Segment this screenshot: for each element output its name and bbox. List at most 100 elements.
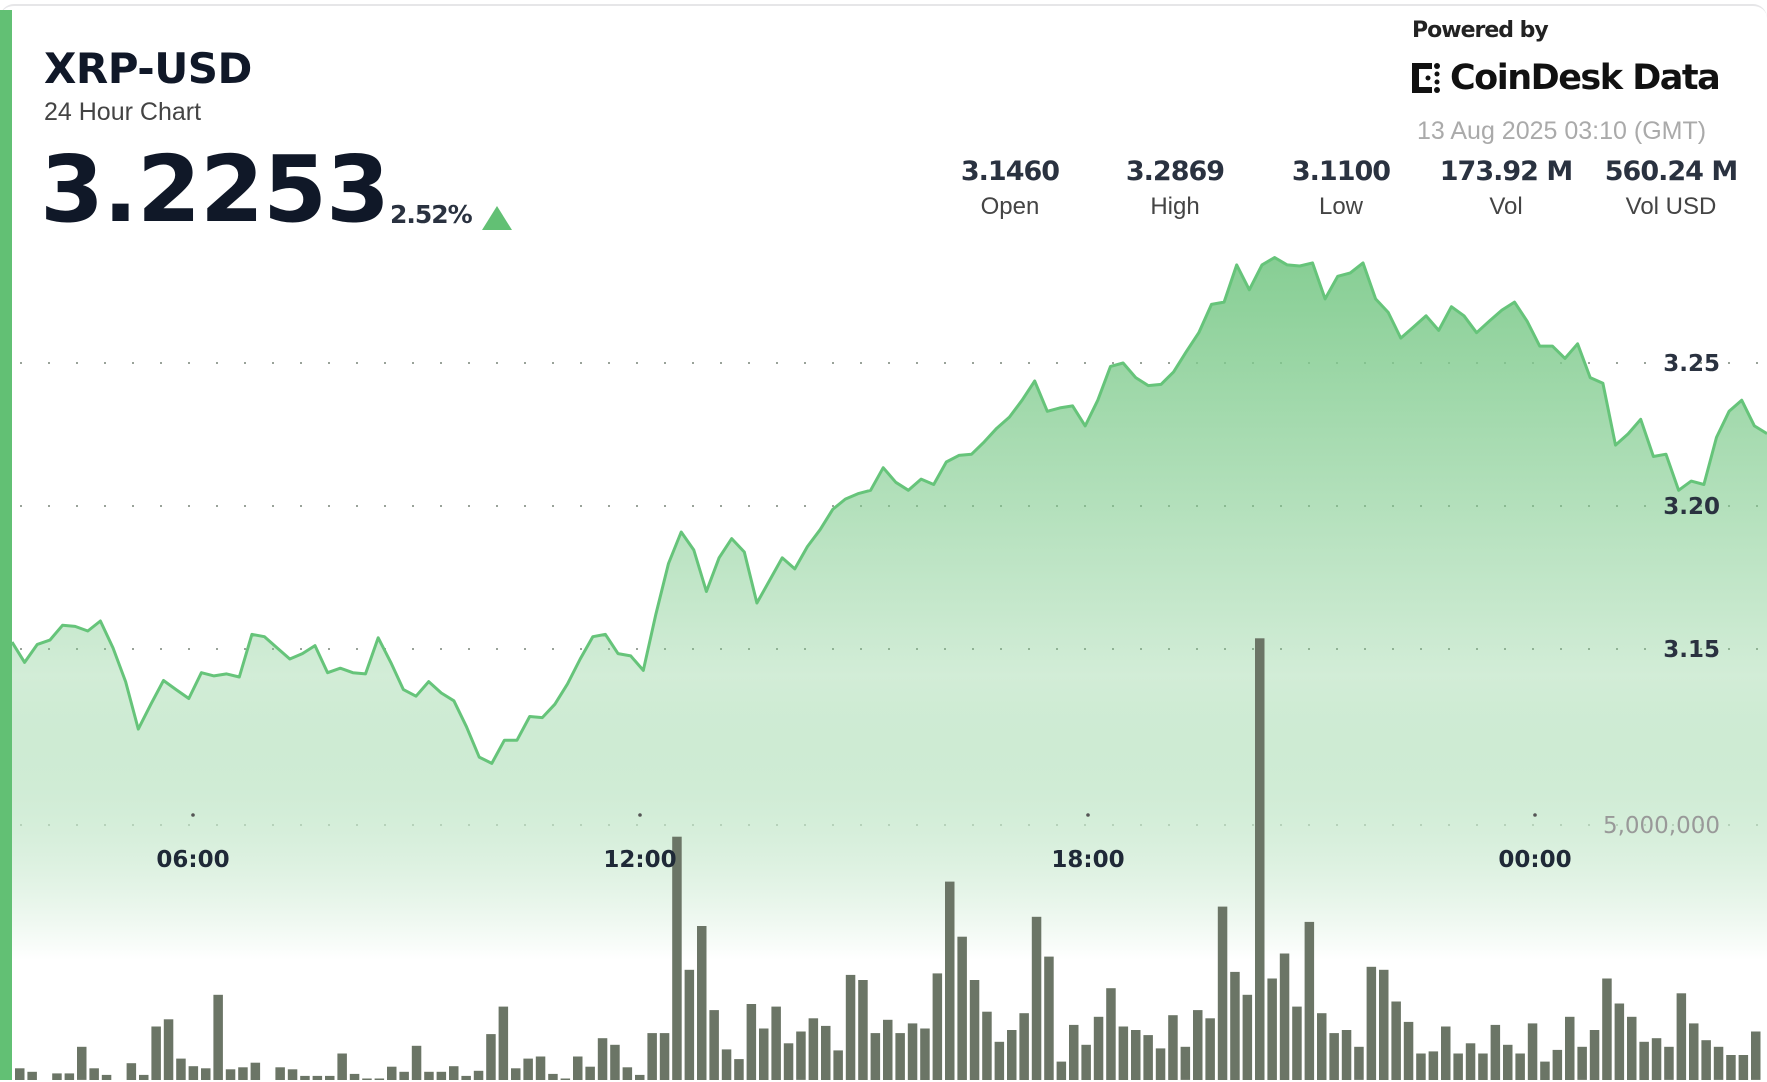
volume-bar bbox=[1217, 906, 1228, 1080]
volume-bar bbox=[77, 1046, 87, 1080]
volume-bar bbox=[473, 1070, 484, 1080]
volume-bar bbox=[64, 1073, 75, 1080]
volume-bar bbox=[15, 1068, 25, 1080]
arrow-up-icon bbox=[482, 206, 512, 230]
stat-value: 3.1100 bbox=[1291, 156, 1391, 187]
volume-bar bbox=[1403, 1021, 1414, 1080]
volume-bar bbox=[883, 1019, 893, 1080]
volume-bar bbox=[1031, 916, 1042, 1080]
volume-bar bbox=[300, 1075, 310, 1080]
volume-bar bbox=[1168, 1015, 1178, 1080]
volume-bar bbox=[436, 1071, 447, 1080]
volume-bar bbox=[1614, 1003, 1625, 1080]
volume-bar bbox=[1527, 1023, 1538, 1080]
y-tick-label: 3.25 bbox=[1663, 351, 1720, 377]
price-line bbox=[10, 256, 1767, 765]
volume-bar bbox=[1552, 1049, 1563, 1080]
stat-low: 3.1100 Low bbox=[1261, 156, 1421, 221]
volume-bar bbox=[1093, 1016, 1104, 1080]
volume-bar bbox=[1131, 1030, 1141, 1080]
stat-label: Low bbox=[1318, 193, 1364, 220]
volume-bar bbox=[1366, 966, 1377, 1080]
volume-bar bbox=[1205, 1018, 1215, 1080]
volume-bar bbox=[1230, 971, 1240, 1080]
volume-bar bbox=[932, 973, 943, 1080]
volume-bar bbox=[225, 1069, 236, 1080]
volume-bar bbox=[387, 1066, 397, 1080]
volume-bar bbox=[709, 1010, 719, 1080]
volume-bar bbox=[188, 1066, 199, 1080]
volume-bar bbox=[585, 1066, 595, 1080]
volume-bar bbox=[250, 1062, 261, 1080]
volume-bar bbox=[399, 1071, 409, 1080]
volume-bar bbox=[697, 926, 707, 1080]
volume-bar bbox=[1106, 988, 1116, 1080]
volume-bar bbox=[907, 1023, 918, 1080]
volume-bar bbox=[759, 1028, 769, 1080]
volume-bar bbox=[325, 1075, 335, 1080]
price-area bbox=[12, 257, 1767, 1080]
volume-bar bbox=[312, 1075, 323, 1080]
volume-bar bbox=[659, 1033, 670, 1080]
volume-bar bbox=[734, 1059, 744, 1080]
volume-bar bbox=[1317, 1013, 1327, 1080]
stat-vol: 173.92 M Vol bbox=[1426, 156, 1586, 221]
volume-bar bbox=[486, 1034, 496, 1080]
stat-label: Open bbox=[980, 193, 1040, 220]
volume-bar bbox=[1354, 1046, 1364, 1080]
x-tick-label: 06:00 bbox=[156, 847, 229, 873]
volume-bar bbox=[1416, 1053, 1426, 1080]
stat-value: 3.1460 bbox=[960, 156, 1060, 187]
stat-open: 3.1460 Open bbox=[930, 156, 1090, 221]
volume-bar bbox=[52, 1073, 62, 1080]
accent-bar bbox=[0, 10, 12, 1080]
stat-label: High bbox=[1150, 193, 1200, 220]
volume-bar bbox=[895, 1033, 905, 1080]
stat-value: 3.2869 bbox=[1125, 156, 1225, 187]
page-title: XRP-USD bbox=[44, 44, 252, 93]
coindesk-logo[interactable]: CoinDesk Data bbox=[1410, 58, 1721, 98]
volume-bar bbox=[1478, 1053, 1488, 1080]
volume-bar bbox=[1180, 1046, 1191, 1080]
volume-bar bbox=[1453, 1053, 1463, 1080]
volume-bar bbox=[1726, 1055, 1736, 1080]
y-tick-label: 3.15 bbox=[1663, 637, 1720, 663]
price-change: 2.52% bbox=[390, 200, 473, 229]
stat-label: Vol bbox=[1489, 193, 1523, 220]
volume-bar bbox=[511, 1068, 521, 1080]
volume-bar bbox=[362, 1078, 372, 1080]
volume-bar bbox=[808, 1018, 819, 1080]
volume-bar bbox=[1292, 1006, 1302, 1080]
volume-bar bbox=[1329, 1033, 1339, 1080]
volume-bar bbox=[597, 1038, 608, 1080]
volume-bar bbox=[27, 1071, 37, 1080]
volume-bar bbox=[201, 1068, 211, 1080]
volume-bar bbox=[101, 1074, 112, 1080]
x-tick-mark bbox=[638, 813, 642, 817]
volume-bar bbox=[213, 994, 223, 1080]
x-tick-label: 18:00 bbox=[1051, 847, 1124, 873]
volume-bar bbox=[349, 1073, 360, 1080]
stat-value: 173.92 M bbox=[1439, 156, 1573, 187]
volume-bar bbox=[275, 1067, 285, 1080]
x-tick-mark bbox=[1086, 813, 1090, 817]
volume-bar bbox=[1155, 1048, 1166, 1080]
volume-bar bbox=[1304, 921, 1315, 1080]
volume-bar bbox=[1602, 978, 1612, 1080]
volume-bar bbox=[969, 980, 980, 1080]
volume-bar bbox=[635, 1074, 645, 1080]
volume-bar bbox=[337, 1053, 347, 1080]
volume-bar bbox=[1713, 1046, 1724, 1080]
volume-bar bbox=[1279, 953, 1290, 1080]
volume-bar bbox=[920, 1028, 930, 1080]
stat-vol-usd: 560.24 M Vol USD bbox=[1591, 156, 1751, 221]
volume-bar bbox=[1577, 1046, 1587, 1080]
volume-bar bbox=[796, 1031, 806, 1080]
volume-bar bbox=[1441, 1026, 1451, 1080]
volume-bar bbox=[1193, 1010, 1203, 1080]
x-tick-mark bbox=[1533, 813, 1537, 817]
volume-bar bbox=[449, 1066, 459, 1080]
volume-bar bbox=[622, 1067, 633, 1080]
volume-bar bbox=[287, 1069, 298, 1080]
